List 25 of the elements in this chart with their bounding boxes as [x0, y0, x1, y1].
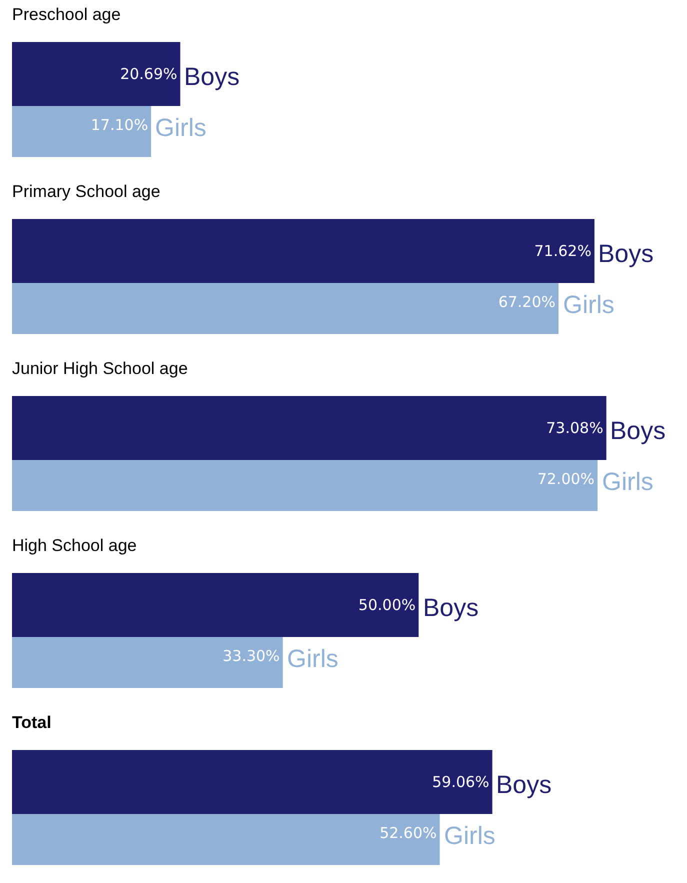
data-label: 59.06% [432, 773, 490, 791]
text: Boys [184, 63, 240, 91]
text: Girls [563, 291, 614, 319]
y-tick-label: Total [12, 713, 52, 732]
text: Girls [602, 468, 654, 496]
text: Girls [287, 645, 338, 673]
data-label: 20.69% [120, 65, 178, 83]
data-label: 72.00% [537, 470, 595, 488]
text: Girls [444, 822, 496, 850]
text: Boys [423, 594, 479, 622]
y-tick-label: Primary School age [12, 182, 160, 201]
data-label: 33.30% [222, 647, 280, 665]
data-label: 73.08% [546, 419, 604, 437]
data-label: 71.62% [534, 242, 592, 260]
text: Boys [610, 417, 666, 445]
data-label: 17.10% [90, 116, 148, 134]
y-tick-label: Preschool age [12, 5, 121, 24]
y-tick-label: High School age [12, 536, 137, 555]
series-label: Boys [598, 240, 654, 268]
text: Boys [496, 771, 552, 799]
data-label: 50.00% [358, 596, 416, 614]
y-tick-label: Junior High School age [12, 359, 188, 378]
series-label: Girls [155, 114, 206, 142]
data-label: 67.20% [498, 293, 556, 311]
data-label: 52.60% [380, 824, 437, 842]
